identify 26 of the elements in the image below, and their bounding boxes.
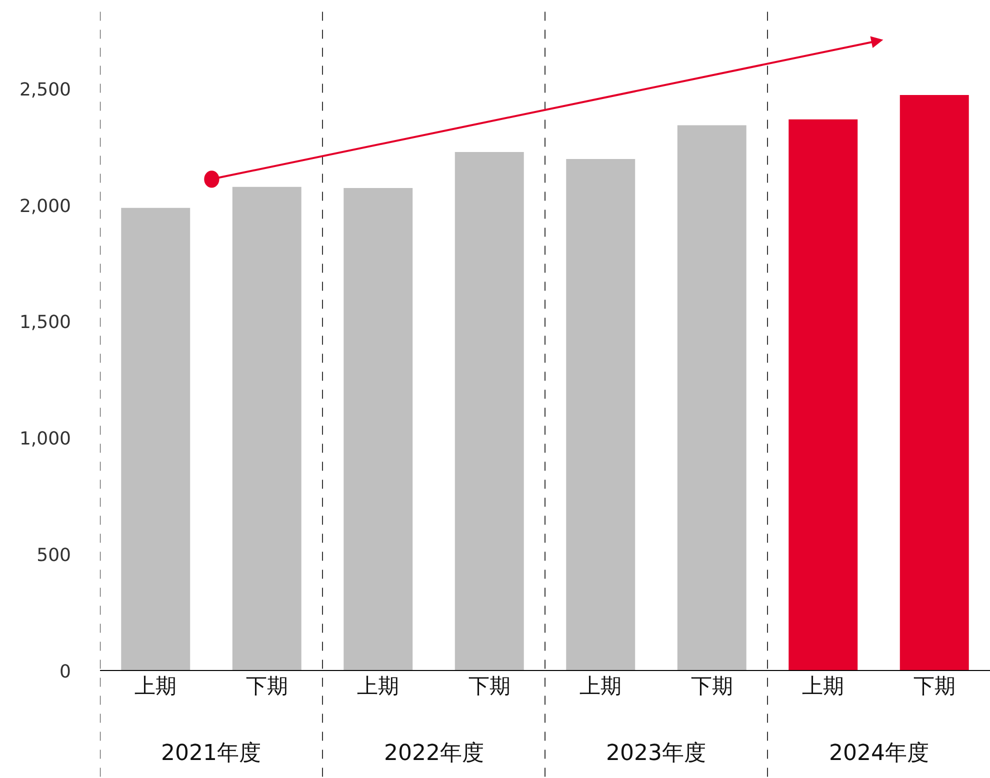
y-tick-label: 2,000 bbox=[19, 196, 71, 217]
bar bbox=[232, 186, 302, 671]
bar bbox=[454, 152, 524, 671]
text: 2022年度 bbox=[384, 741, 484, 766]
x-tick-label: 上期 bbox=[580, 674, 622, 698]
text: 2021年度 bbox=[161, 741, 261, 766]
bar bbox=[900, 94, 969, 671]
x-tick-label: 下期 bbox=[468, 674, 510, 698]
x-tick-label: 下期 bbox=[246, 674, 288, 698]
x-tick-label: 上期 bbox=[357, 674, 400, 698]
y-tick-label: 0 bbox=[60, 661, 71, 682]
y-tick-label: 1,500 bbox=[19, 312, 71, 334]
x-tick-label: 上期 bbox=[134, 674, 177, 698]
text: 2024年度 bbox=[829, 741, 929, 766]
y-tick-label: 1,000 bbox=[19, 428, 71, 450]
bar bbox=[566, 158, 636, 671]
bar bbox=[344, 188, 413, 671]
bar bbox=[121, 208, 190, 671]
bar bbox=[788, 119, 858, 671]
text: 2023年度 bbox=[606, 741, 706, 766]
x-tick-label: 下期 bbox=[913, 674, 956, 698]
y-tick-label: 2,500 bbox=[19, 79, 71, 100]
x-tick-label: 下期 bbox=[690, 674, 733, 698]
bar bbox=[677, 125, 746, 671]
x-tick-label: 上期 bbox=[802, 674, 844, 698]
y-tick-label: 500 bbox=[36, 544, 71, 566]
